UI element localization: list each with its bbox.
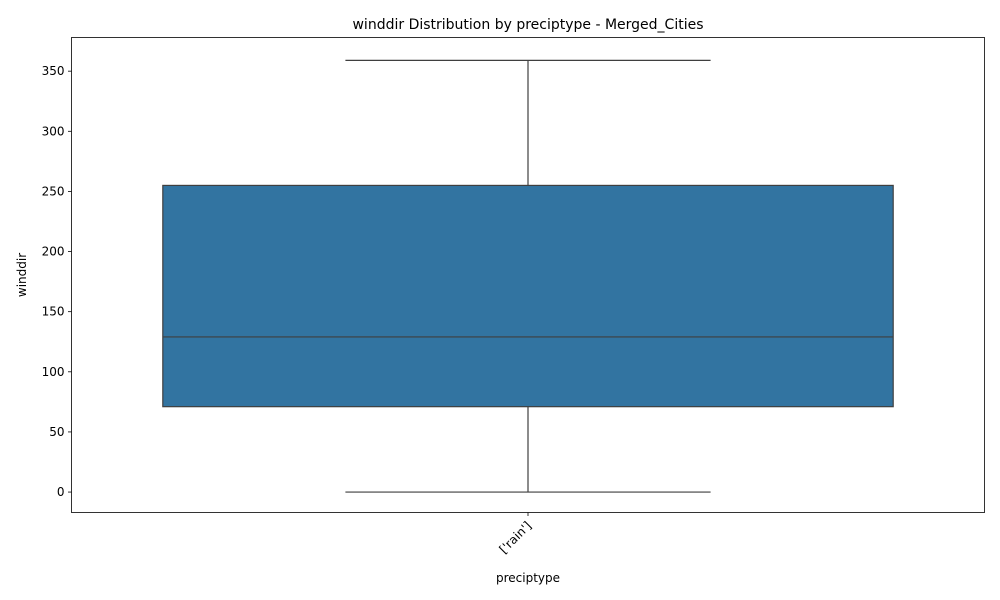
chart-title: winddir Distribution by preciptype - Mer…	[352, 17, 703, 33]
box-iqr	[162, 184, 894, 408]
x-axis: ['rain']	[497, 512, 535, 557]
plot-area	[162, 59, 894, 493]
y-tick-label: 250	[42, 184, 65, 198]
y-tick-label: 300	[42, 124, 65, 138]
y-tick-label: 0	[57, 485, 65, 499]
y-tick-label: 100	[42, 365, 65, 379]
y-tick-label: 150	[42, 305, 65, 319]
x-axis-label: preciptype	[496, 571, 560, 585]
y-axis: 0 50 100 150 200 250 300 350	[42, 64, 72, 499]
x-tick-label: ['rain']	[497, 519, 535, 557]
y-axis-label: winddir	[15, 253, 29, 297]
y-tick-label: 200	[42, 245, 65, 259]
y-tick-label: 350	[42, 64, 65, 78]
y-tick-label: 50	[49, 425, 64, 439]
box-group	[162, 59, 894, 493]
